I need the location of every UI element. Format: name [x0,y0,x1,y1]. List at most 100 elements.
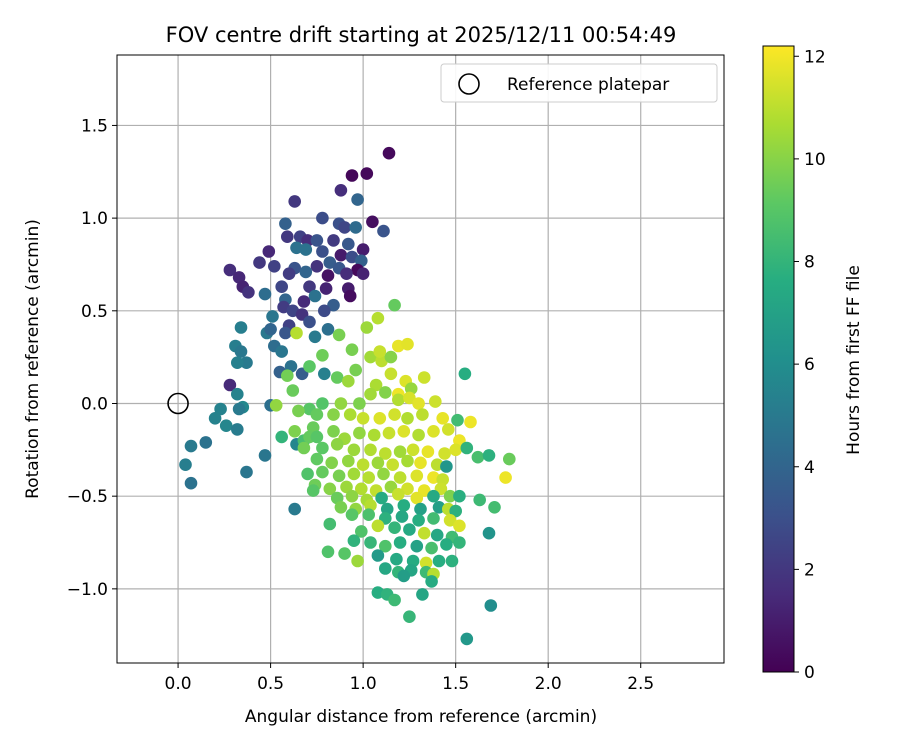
reference-point-marker [167,392,189,415]
scatter-point [334,501,348,514]
colorbar-tick-label: 6 [804,355,815,375]
scatter-point [242,286,255,299]
scatter-point [403,610,416,623]
scatter-point [316,465,329,479]
scatter-point [303,280,316,294]
scatter-point [360,167,374,180]
scatter-point [351,554,364,568]
y-tick-label: 1.5 [81,116,108,136]
scatter-point [223,263,237,277]
scatter-point [299,265,313,279]
scatter-point [286,384,300,397]
scatter-point [353,426,366,440]
scatter-point [364,350,377,364]
scatter-point [393,471,407,484]
scatter-point [327,234,340,247]
scatter-point [464,415,477,429]
scatter-point [288,502,302,516]
y-axis-label: Rotation from reference (arcmin) [23,219,43,499]
scatter-point [234,321,248,334]
scatter-point [319,282,333,295]
scatter-point [356,412,370,425]
scatter-point [484,599,498,612]
scatter-point [397,425,411,438]
scatter-point [414,502,427,516]
scatter-point [321,545,335,559]
scatter-point [268,260,281,273]
scatter-point [427,425,440,438]
x-tick-label: 0.0 [165,674,192,694]
scatter-point [240,356,253,370]
scatter-point [356,267,370,281]
scatter-point [266,310,279,323]
scatter-point [392,488,405,501]
scatter-point [303,315,316,329]
scatter-point [297,295,311,308]
scatter-point [401,337,414,351]
scatter-point [253,256,266,269]
scatter-point [279,217,292,230]
scatter-point [179,458,192,472]
scatter-point [403,391,416,405]
scatter-point [323,482,337,496]
scatter-point [371,519,385,533]
scatter-point [264,323,277,336]
scatter-point [406,443,420,457]
scatter-point [442,423,455,436]
y-tick-label: −1.0 [67,580,108,600]
scatter-point [429,395,442,408]
scatter-point [184,439,198,453]
scatter-point [310,430,324,444]
y-tick-label: 0.5 [81,302,108,322]
scatter-point [234,345,248,358]
scatter-point [332,328,346,342]
scatter-point [292,404,305,418]
scatter-point [290,326,303,340]
scatter-point [379,539,392,553]
scatter-point [316,245,329,258]
scatter-point [219,419,233,433]
scatter-point [417,371,431,384]
scatter-point [451,413,464,427]
scatter-point [410,491,424,505]
scatter-point [367,428,381,442]
scatter-point [223,378,237,392]
scatter-point [316,211,329,225]
scatter-point [282,267,296,281]
scatter-point [342,374,355,388]
scatter-point [403,523,416,536]
scatter-point [231,423,244,436]
scatter-point [458,367,472,381]
scatter-point [297,441,311,455]
scatter-point [397,499,411,512]
scatter-point [258,449,272,462]
scatter-point [364,536,377,549]
scatter-point [453,519,466,533]
scatter-point [325,456,339,470]
scatter-point [410,469,424,483]
scatter-point [473,493,487,507]
scatter-point [482,526,496,540]
colorbar-tick-label: 4 [804,458,815,478]
colorbar-tick-label: 2 [804,560,815,580]
scatter-point [308,289,322,303]
scatter-point [371,549,385,562]
scatter-point [382,426,396,440]
scatter-point [427,512,440,525]
scatter-point [449,443,463,457]
scatter-point [262,245,276,258]
scatter-point [362,471,376,484]
scatter-point [275,280,289,294]
scatter-point [279,326,292,340]
scatter-point [390,552,403,566]
scatter-point [184,476,198,490]
scatter-point [412,397,425,410]
scatter-point [288,195,302,208]
scatter-point [401,454,414,468]
scatter-point [281,230,294,243]
scatter-point [388,521,401,534]
scatter-point [349,221,363,234]
scatter-point [356,243,370,256]
scatter-point [275,430,289,444]
